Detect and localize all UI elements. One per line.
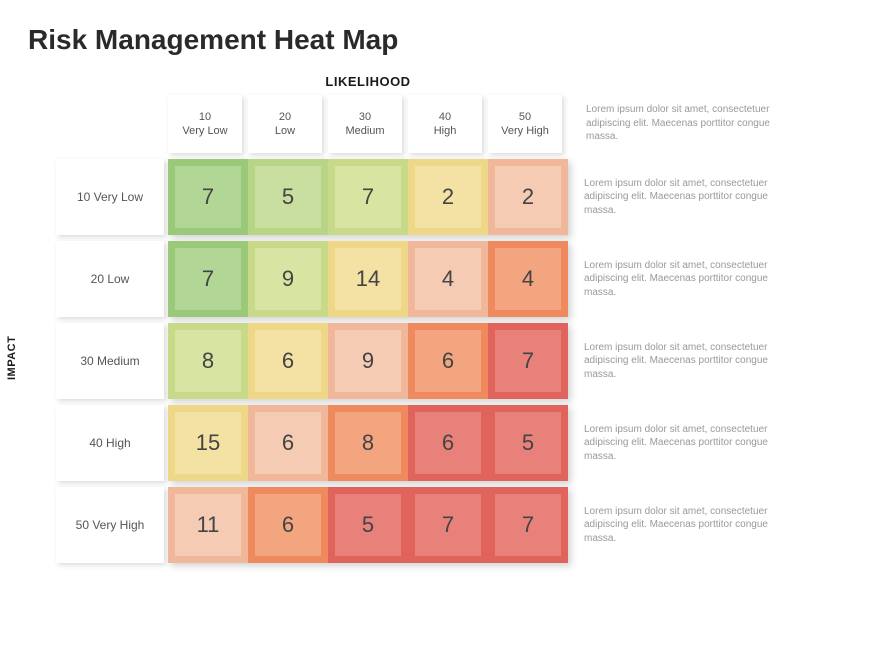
heatmap-cell-value: 5 [495,412,561,474]
heatmap-cell-value: 7 [175,166,241,228]
heatmap-cell: 7 [488,487,568,563]
heatmap-row: 10 Very Low75722Lorem ipsum dolor sit am… [56,159,842,235]
col-header-num: 50 [519,111,531,123]
col-header-label: Very High [501,125,549,137]
row-cells: 75722 [168,159,568,235]
row-header-4: 50 Very High [56,487,164,563]
heatmap-cell: 7 [168,159,248,235]
col-header-label: Very Low [182,125,227,137]
heatmap-cell-value: 7 [335,166,401,228]
heatmap-cell: 7 [328,159,408,235]
heatmap-cell: 9 [328,323,408,399]
row-note-4: Lorem ipsum dolor sit amet, consectetuer… [568,487,768,563]
col-header-0: 10 Very Low [168,95,242,153]
heatmap-cell-value: 6 [255,412,321,474]
heatmap-cell: 9 [248,241,328,317]
heatmap-cell: 5 [488,405,568,481]
heatmap-cell-value: 8 [335,412,401,474]
heatmap-cell-value: 5 [335,494,401,556]
heatmap-cell-value: 2 [495,166,561,228]
heatmap-cell: 11 [168,487,248,563]
row-cells: 116577 [168,487,568,563]
heatmap-cell-value: 7 [415,494,481,556]
heatmap-cell: 15 [168,405,248,481]
row-note-0: Lorem ipsum dolor sit amet, consectetuer… [568,159,768,235]
heatmap-cell: 5 [248,159,328,235]
row-cells: 86967 [168,323,568,399]
row-header-0: 10 Very Low [56,159,164,235]
col-header-3: 40 High [408,95,482,153]
heatmap-cell-value: 6 [415,330,481,392]
col-header-label: Low [275,125,295,137]
row-cells: 791444 [168,241,568,317]
heatmap-cell: 2 [408,159,488,235]
heatmap-cell: 7 [488,323,568,399]
row-header-3: 40 High [56,405,164,481]
col-header-num: 30 [359,111,371,123]
heatmap-cell-value: 7 [175,248,241,310]
heatmap-cell-value: 7 [495,330,561,392]
heatmap-cell: 8 [328,405,408,481]
heatmap-cell: 4 [488,241,568,317]
heatmap-row: 30 Medium86967Lorem ipsum dolor sit amet… [56,323,842,399]
heatmap-cell-value: 4 [415,248,481,310]
heatmap-cell-value: 9 [335,330,401,392]
heatmap-cell-value: 2 [415,166,481,228]
col-header-label: High [434,125,457,137]
heatmap-cell-value: 4 [495,248,561,310]
chart-title: Risk Management Heat Map [28,24,842,56]
heatmap-cell-value: 6 [255,494,321,556]
heatmap-cell-value: 7 [495,494,561,556]
heatmap-cell: 7 [168,241,248,317]
heatmap-cell-value: 11 [175,494,241,556]
axis-x-label: LIKELIHOOD [168,74,568,89]
note-top: Lorem ipsum dolor sit amet, consectetuer… [586,95,786,144]
heatmap-cell-value: 9 [255,248,321,310]
col-header-num: 20 [279,111,291,123]
heatmap-row: 20 Low791444Lorem ipsum dolor sit amet, … [56,241,842,317]
row-note-2: Lorem ipsum dolor sit amet, consectetuer… [568,323,768,399]
heatmap-cell: 6 [248,405,328,481]
row-cells: 156865 [168,405,568,481]
heatmap-cell-value: 5 [255,166,321,228]
heatmap-cell-value: 6 [255,330,321,392]
row-header-1: 20 Low [56,241,164,317]
heatmap-row: 50 Very High116577Lorem ipsum dolor sit … [56,487,842,563]
heatmap-cell-value: 8 [175,330,241,392]
col-header-4: 50 Very High [488,95,562,153]
heatmap-cell: 6 [408,323,488,399]
heatmap-container: Lorem ipsum dolor sit amet, consectetuer… [56,95,842,563]
row-note-3: Lorem ipsum dolor sit amet, consectetuer… [568,405,768,481]
heatmap-cell: 6 [248,323,328,399]
heatmap-cell: 6 [248,487,328,563]
col-header-num: 40 [439,111,451,123]
heatmap-cell: 8 [168,323,248,399]
heatmap-cell: 2 [488,159,568,235]
heatmap-cell-value: 15 [175,412,241,474]
axis-y-label: IMPACT [6,336,18,380]
col-header-2: 30 Medium [328,95,402,153]
col-header-num: 10 [199,111,211,123]
col-header-label: Medium [345,125,384,137]
heatmap-rows: 10 Very Low75722Lorem ipsum dolor sit am… [56,159,842,563]
heatmap-cell-value: 14 [335,248,401,310]
row-header-2: 30 Medium [56,323,164,399]
heatmap-row: 40 High156865Lorem ipsum dolor sit amet,… [56,405,842,481]
heatmap-cell-value: 6 [415,412,481,474]
heatmap-cell: 14 [328,241,408,317]
heatmap-cell: 5 [328,487,408,563]
heatmap-cell: 6 [408,405,488,481]
heatmap-cell: 4 [408,241,488,317]
col-header-1: 20 Low [248,95,322,153]
row-note-1: Lorem ipsum dolor sit amet, consectetuer… [568,241,768,317]
heatmap-cell: 7 [408,487,488,563]
